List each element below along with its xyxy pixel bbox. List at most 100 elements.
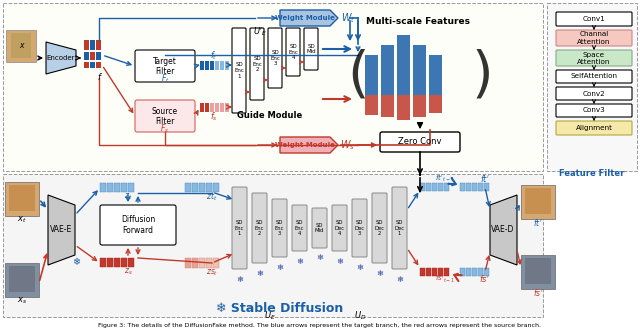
Text: $z_s$: $z_s$ xyxy=(124,267,132,277)
Text: SD
Dec
3: SD Dec 3 xyxy=(355,220,365,236)
Text: $x_s$: $x_s$ xyxy=(17,296,27,306)
Bar xyxy=(210,103,214,112)
Text: ❄: ❄ xyxy=(356,262,363,271)
FancyBboxPatch shape xyxy=(556,30,632,46)
Bar xyxy=(90,40,95,50)
Bar xyxy=(114,183,120,192)
Bar xyxy=(90,52,95,60)
Text: SD
Enc
3: SD Enc 3 xyxy=(270,50,280,66)
Text: SelfAttention: SelfAttention xyxy=(570,74,618,80)
FancyBboxPatch shape xyxy=(556,121,632,135)
Text: $F_s$: $F_s$ xyxy=(161,123,170,135)
Text: Space
Attention: Space Attention xyxy=(577,52,611,65)
Bar xyxy=(100,183,106,192)
Bar xyxy=(460,268,465,276)
Bar xyxy=(199,258,205,268)
Bar xyxy=(547,3,637,171)
Text: SD
Dec
1: SD Dec 1 xyxy=(394,220,404,236)
Bar xyxy=(11,33,31,58)
FancyBboxPatch shape xyxy=(332,205,347,251)
Bar xyxy=(426,183,431,191)
Text: SD
Mid: SD Mid xyxy=(306,44,316,54)
Text: $ft'_{t-1}$: $ft'_{t-1}$ xyxy=(435,172,455,183)
Text: SD
Enc
2: SD Enc 2 xyxy=(252,56,262,72)
Bar xyxy=(9,185,35,211)
FancyBboxPatch shape xyxy=(268,28,282,88)
Text: ❄: ❄ xyxy=(72,257,80,267)
Text: Alignment: Alignment xyxy=(575,125,612,131)
Bar xyxy=(205,103,209,112)
Text: ): ) xyxy=(471,48,493,102)
Bar xyxy=(484,183,489,191)
Bar xyxy=(365,95,378,115)
Bar xyxy=(525,258,551,284)
Text: ❄: ❄ xyxy=(296,256,303,265)
Text: Multi-scale Features: Multi-scale Features xyxy=(366,18,470,27)
Bar xyxy=(225,103,229,112)
Text: ❄: ❄ xyxy=(236,274,243,283)
Bar xyxy=(121,258,127,267)
Text: f: f xyxy=(97,73,100,82)
Bar xyxy=(100,258,106,267)
Text: SD
Enc
3: SD Enc 3 xyxy=(275,220,284,236)
Bar xyxy=(200,103,204,112)
Text: $x_t$: $x_t$ xyxy=(17,215,27,225)
Bar xyxy=(466,183,471,191)
Text: x: x xyxy=(19,42,23,51)
FancyBboxPatch shape xyxy=(135,50,195,82)
FancyBboxPatch shape xyxy=(556,70,632,83)
Bar xyxy=(397,95,410,120)
Text: $F_t$: $F_t$ xyxy=(161,73,170,85)
Bar xyxy=(96,40,101,50)
Text: ❄: ❄ xyxy=(316,253,323,262)
Text: $W_s$: $W_s$ xyxy=(340,138,355,152)
Bar xyxy=(84,52,89,60)
Bar xyxy=(6,30,36,62)
Bar xyxy=(365,55,378,95)
Bar xyxy=(525,188,551,214)
Bar xyxy=(205,61,209,70)
FancyBboxPatch shape xyxy=(352,199,367,257)
Bar xyxy=(96,62,101,68)
Bar xyxy=(107,258,113,267)
Text: Encoder: Encoder xyxy=(47,55,76,61)
Bar xyxy=(128,258,134,267)
FancyBboxPatch shape xyxy=(232,187,247,269)
Text: Feature Filter: Feature Filter xyxy=(559,168,625,177)
FancyBboxPatch shape xyxy=(372,193,387,263)
FancyBboxPatch shape xyxy=(312,208,327,248)
Bar xyxy=(478,268,483,276)
Text: $zt_t$: $zt_t$ xyxy=(206,191,218,203)
Text: $zs_t$: $zs_t$ xyxy=(206,268,218,278)
FancyBboxPatch shape xyxy=(252,193,267,263)
Polygon shape xyxy=(490,195,517,265)
Bar xyxy=(84,40,89,50)
Bar xyxy=(413,95,426,117)
Text: Weight Module: Weight Module xyxy=(275,142,335,148)
Bar xyxy=(472,268,477,276)
Text: Diffusion
Forward: Diffusion Forward xyxy=(121,215,155,235)
Bar xyxy=(210,61,214,70)
Bar xyxy=(107,183,113,192)
FancyBboxPatch shape xyxy=(556,12,632,26)
Bar xyxy=(413,45,426,95)
Bar xyxy=(426,268,431,276)
Bar xyxy=(5,263,39,297)
Text: $f_t$: $f_t$ xyxy=(211,50,218,62)
Bar xyxy=(215,103,219,112)
Text: Figure 3: The details of the DiffusionFake method. The blue arrows represent the: Figure 3: The details of the DiffusionFa… xyxy=(99,322,541,327)
Text: Conv1: Conv1 xyxy=(582,16,605,22)
Text: Zero Conv: Zero Conv xyxy=(398,138,442,147)
Bar xyxy=(206,183,212,192)
Polygon shape xyxy=(280,137,338,153)
Bar xyxy=(381,95,394,117)
Text: Channal
Attention: Channal Attention xyxy=(577,32,611,45)
Text: SD
Dec
4: SD Dec 4 xyxy=(335,220,344,236)
Bar xyxy=(192,183,198,192)
FancyBboxPatch shape xyxy=(100,205,176,245)
Text: VAE-E: VAE-E xyxy=(50,225,72,234)
Bar xyxy=(484,268,489,276)
Text: ❄: ❄ xyxy=(336,256,343,265)
Bar xyxy=(96,52,101,60)
Text: ❄ Stable Diffusion: ❄ Stable Diffusion xyxy=(216,301,344,314)
